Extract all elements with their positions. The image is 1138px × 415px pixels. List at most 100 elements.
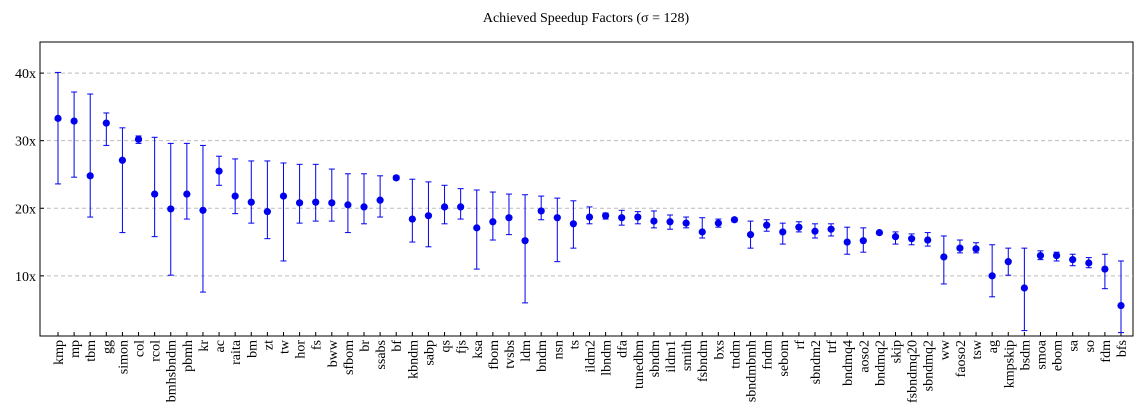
x-tick-label: so <box>1083 340 1098 352</box>
y-tick-label: 30x <box>15 135 36 150</box>
y-tick-label: 10x <box>15 270 36 285</box>
point <box>1020 284 1028 292</box>
point <box>86 172 94 180</box>
x-tick-label: bndmq4 <box>841 340 856 386</box>
point <box>328 199 336 207</box>
point <box>263 208 271 216</box>
x-tick-label: sbndmq2 <box>922 340 937 391</box>
x-tick-label: bxs <box>712 340 727 359</box>
point <box>924 236 932 244</box>
point <box>134 135 143 143</box>
x-tick-label: tsw <box>970 339 985 359</box>
point <box>779 228 787 236</box>
x-tick-label: hor <box>294 340 309 359</box>
point <box>827 225 835 233</box>
x-tick-label: ts <box>567 340 582 349</box>
x-tick-label: bf <box>390 340 405 352</box>
point <box>682 219 690 227</box>
x-tick-label: smoa <box>1034 339 1049 369</box>
x-tick-label: kbndm <box>406 340 421 379</box>
point <box>312 198 320 206</box>
point <box>440 203 449 211</box>
x-tick-label: fs <box>310 340 325 350</box>
x-tick-label: zt <box>261 340 276 350</box>
point <box>505 214 513 222</box>
point <box>408 215 416 223</box>
x-tick-label: fbom <box>487 340 502 370</box>
x-tick-label: gg <box>100 340 115 354</box>
x-tick-label: rf <box>793 340 808 350</box>
point <box>1004 258 1012 266</box>
point <box>1036 251 1045 260</box>
point <box>457 203 465 211</box>
point <box>199 206 207 214</box>
x-tick-label: sebom <box>777 340 792 377</box>
x-tick-label: lbndm <box>600 340 615 376</box>
y-tick-label: 20x <box>15 202 36 217</box>
point <box>102 119 110 127</box>
x-tick-label: bndm <box>535 340 550 372</box>
point <box>730 216 739 224</box>
x-tick-label: ag <box>986 340 1001 353</box>
x-tick-label: skip <box>890 340 905 363</box>
x-tick-label: fjs <box>455 340 470 354</box>
point <box>521 237 529 245</box>
point <box>1052 251 1061 260</box>
point <box>392 174 400 182</box>
point <box>1069 256 1077 264</box>
point <box>231 192 239 200</box>
point <box>295 199 304 207</box>
x-tick-label: col <box>133 340 148 357</box>
x-tick-label: dfa <box>616 339 631 358</box>
x-tick-label: faoso2 <box>954 340 969 377</box>
point <box>972 245 980 253</box>
x-tick-label: fdm <box>1099 340 1114 363</box>
x-tick-label: br <box>358 340 373 352</box>
point <box>553 214 561 222</box>
x-tick-label: smith <box>680 340 695 371</box>
point <box>70 117 78 125</box>
x-tick-label: tndm <box>728 340 743 369</box>
point <box>167 205 175 213</box>
point <box>247 198 255 206</box>
x-tick-label: tvsbs <box>503 340 518 369</box>
point <box>360 203 368 211</box>
x-tick-label: fsbndmq20 <box>906 340 921 403</box>
x-tick-label: qs <box>439 340 454 352</box>
x-tick-label: ksa <box>471 339 486 358</box>
x-tick-label: tbm <box>84 340 99 362</box>
x-tick-label: raita <box>229 339 244 365</box>
point <box>585 213 594 221</box>
point <box>859 237 867 245</box>
x-tick-label: sa <box>1067 339 1082 351</box>
point <box>183 190 191 198</box>
point <box>118 156 127 164</box>
x-tick-label: ldm <box>519 340 534 362</box>
point <box>537 207 545 215</box>
x-tick-label: ildm1 <box>664 340 679 373</box>
x-tick-label: tunedbm <box>632 340 647 389</box>
chart-title: Achieved Speedup Factors (σ = 128) <box>483 11 690 26</box>
point <box>569 220 577 228</box>
point <box>215 167 223 175</box>
x-tick-label: pbmh <box>181 340 196 372</box>
x-tick-label: bww <box>326 339 341 367</box>
x-tick-label: kr <box>197 340 212 352</box>
x-tick-label: aoso2 <box>857 340 872 373</box>
x-tick-label: bm <box>245 340 260 358</box>
x-tick-label: sabp <box>422 340 437 366</box>
x-tick-label: ildm2 <box>584 340 599 373</box>
point <box>666 218 674 226</box>
point <box>875 228 884 237</box>
point <box>763 221 771 229</box>
x-tick-label: ebom <box>1051 340 1066 371</box>
point <box>344 201 352 209</box>
point <box>988 272 996 280</box>
x-tick-label: sfbom <box>342 340 357 375</box>
point <box>1117 301 1125 310</box>
point <box>473 224 481 232</box>
point <box>891 233 900 241</box>
point <box>279 192 288 200</box>
x-tick-label: kmpskip <box>1002 340 1017 388</box>
